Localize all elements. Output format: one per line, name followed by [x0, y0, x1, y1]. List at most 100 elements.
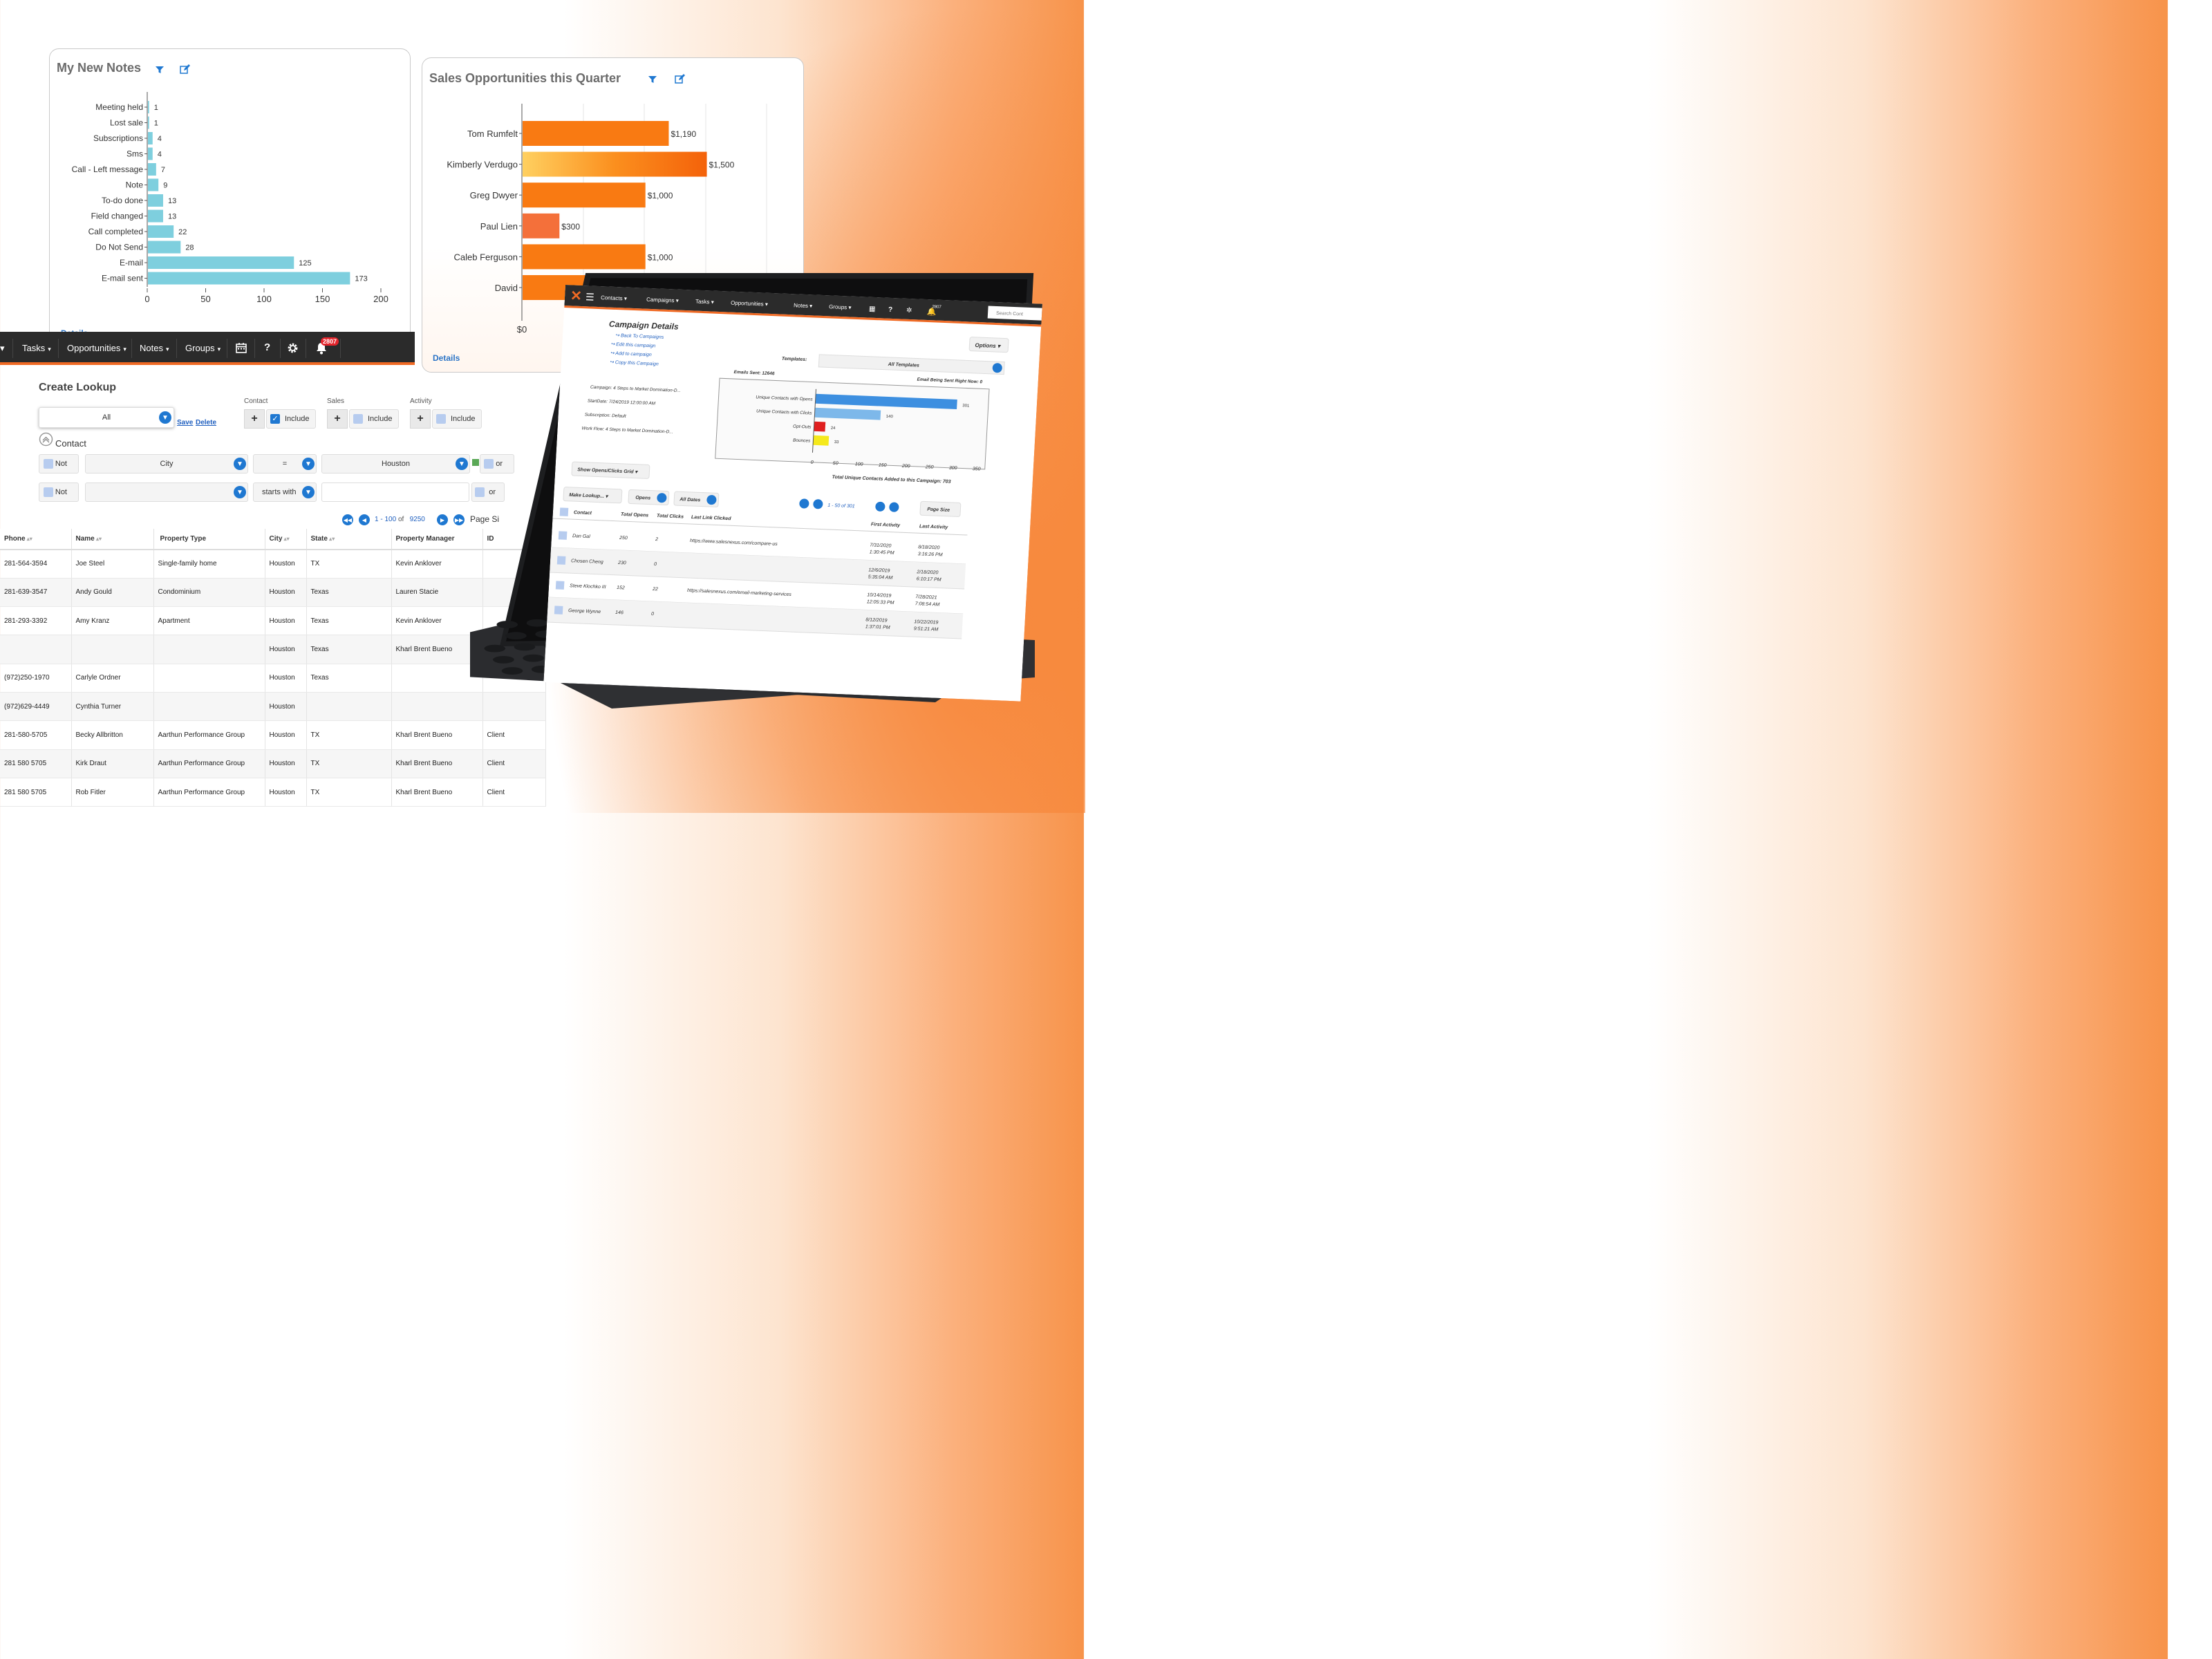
filter-icon[interactable]	[647, 74, 658, 85]
table-row[interactable]: 281 580 5705 Rob Fitler Aarthun Performanc…	[0, 778, 546, 807]
tablet-cell: 1:37:01 PM	[865, 624, 890, 630]
table-row[interactable]: 281-564-3594 Joe Steel Single-family home H…	[0, 550, 546, 579]
value-label: 22	[178, 228, 187, 236]
campaign-link: ↪ Copy this Campaign	[610, 360, 659, 367]
contact-include-checkbox[interactable]: ✓	[270, 414, 280, 424]
table-row[interactable]: (972)629-4449 Cynthia Turner Houston	[0, 692, 546, 722]
value-select[interactable]: Houston	[321, 454, 470, 474]
operator-select[interactable]: starts with	[253, 482, 317, 502]
dates-label: All Dates	[679, 497, 700, 503]
value-label: 13	[168, 197, 176, 205]
activity-include-checkbox[interactable]	[436, 414, 446, 424]
bar	[815, 393, 957, 409]
not-checkbox[interactable]	[44, 459, 53, 469]
x-tick-label: 50	[833, 461, 838, 466]
table-cell: Aarthun Performance Group	[153, 778, 265, 807]
help-icon[interactable]: ?	[264, 341, 271, 353]
row-checkbox	[554, 606, 563, 615]
chevron-down-icon[interactable]: ▼	[234, 458, 246, 470]
first-page-icon[interactable]: ◀◀	[342, 514, 353, 525]
value-input[interactable]	[321, 482, 469, 502]
category-label: Caleb Ferguson	[454, 252, 518, 262]
table-row[interactable]: (972)250-1970 Carlyle Ordner Houston Texas	[0, 664, 546, 693]
tablet-row-bg	[550, 547, 966, 589]
operator-select[interactable]: =	[253, 454, 317, 474]
not-checkbox[interactable]	[44, 487, 53, 497]
field-select[interactable]: City	[85, 454, 248, 474]
column-header-name[interactable]: Name ▴▾	[71, 529, 154, 550]
table-row[interactable]: 281-639-3547 Andy Gould Condominium Houston…	[0, 578, 546, 608]
show-grid-button	[571, 461, 650, 479]
or-checkbox[interactable]	[475, 487, 485, 497]
save-link[interactable]: Save	[177, 419, 194, 427]
tablet-column-header: First Activity	[871, 522, 901, 528]
table-cell	[153, 635, 265, 664]
next-page-icon[interactable]: ▶	[437, 514, 448, 525]
add-sales-button[interactable]: +	[327, 409, 348, 429]
tablet-search-box	[987, 306, 1042, 321]
nav-notes[interactable]: Notes ▾	[140, 343, 169, 353]
column-header-state[interactable]: State ▴▾	[306, 529, 392, 550]
or-checkbox[interactable]	[484, 459, 494, 469]
chevron-down-icon[interactable]: ▼	[456, 458, 468, 470]
tablet-pager-text: 1 - 50 of 301	[827, 503, 855, 509]
lookup-type-select[interactable]: All	[39, 407, 174, 428]
page-size-button	[919, 500, 962, 517]
nav-divider	[12, 339, 13, 358]
top-navbar: ▾ Tasks ▾ Opportunities ▾ Notes ▾ Groups ▾ ?	[0, 332, 415, 365]
edit-icon[interactable]	[179, 64, 190, 75]
chevron-down-icon[interactable]: ▼	[159, 411, 171, 424]
gear-icon[interactable]	[287, 342, 299, 354]
edit-icon[interactable]	[674, 73, 685, 84]
nav-groups[interactable]: Groups ▾	[185, 343, 221, 353]
filter-icon[interactable]	[154, 64, 165, 75]
delete-link[interactable]: Delete	[196, 419, 217, 427]
calendar-icon: ▦	[869, 306, 876, 313]
row-checkbox	[555, 581, 565, 590]
tablet-search-placeholder: Search Cont	[996, 311, 1023, 317]
field-select[interactable]	[85, 482, 248, 502]
chevron-down-icon[interactable]: ▼	[234, 486, 246, 498]
category-label: To-do done	[102, 196, 143, 205]
column-header-phone[interactable]: Phone ▴▾	[0, 529, 72, 550]
chevron-down-icon[interactable]: ▼	[302, 486, 315, 498]
column-header-property-type[interactable]: Property Type	[153, 529, 265, 550]
add-contact-button[interactable]: +	[244, 409, 265, 429]
or-toggle[interactable]: or	[480, 454, 514, 474]
calendar-icon[interactable]	[236, 342, 247, 353]
table-row[interactable]: 281-580-5705 Becky Allbritton Aarthun Perf…	[0, 720, 546, 750]
campaign-field: Subscription: Default	[585, 413, 627, 419]
x-tick-label: 200	[901, 464, 910, 469]
collapse-icon[interactable]	[39, 432, 53, 447]
value-label: 4	[158, 151, 162, 159]
column-header-property-manager[interactable]: Property Manager	[391, 529, 483, 550]
table-cell: 281-293-3392	[0, 606, 72, 636]
nav-opportunities[interactable]: Opportunities ▾	[67, 343, 126, 353]
column-header-city[interactable]: City ▴▾	[265, 529, 307, 550]
page-size-label: Page Size	[927, 507, 950, 513]
table-row[interactable]: 281 580 5705 Kirk Draut Aarthun Performanc…	[0, 749, 546, 778]
add-activity-button[interactable]: +	[410, 409, 431, 429]
tablet-cell: 7/28/2021	[915, 594, 937, 600]
category-label: Do Not Send	[95, 243, 143, 252]
tablet-nav-item: Groups ▾	[829, 303, 852, 310]
nav-caret[interactable]: ▾	[0, 343, 5, 353]
prev-page-icon[interactable]: ◀	[359, 514, 370, 525]
table-cell: Houston	[265, 635, 307, 664]
sales-include-checkbox[interactable]	[353, 414, 363, 424]
table-cell	[391, 664, 483, 693]
table-row[interactable]: 281-293-3392 Amy Kranz Apartment Houston Tex…	[0, 606, 546, 636]
sales-details-link[interactable]: Details	[433, 353, 460, 363]
table-cell: Cynthia Turner	[71, 692, 154, 722]
nav-tasks[interactable]: Tasks ▾	[22, 343, 51, 353]
last-page-icon[interactable]: ▶▶	[453, 514, 465, 525]
bar	[148, 163, 156, 176]
keyboard-key	[493, 655, 514, 664]
x-tick-label: 150	[879, 463, 887, 468]
add-row-icon[interactable]	[472, 459, 479, 466]
table-row[interactable]: Houston Texas Kharl Brent Bueno	[0, 635, 546, 664]
chevron-down-icon[interactable]: ▼	[302, 458, 315, 470]
table-cell: Kharl Brent Bueno	[391, 749, 483, 778]
tablet-row-bg	[547, 597, 964, 639]
bar	[523, 182, 646, 208]
